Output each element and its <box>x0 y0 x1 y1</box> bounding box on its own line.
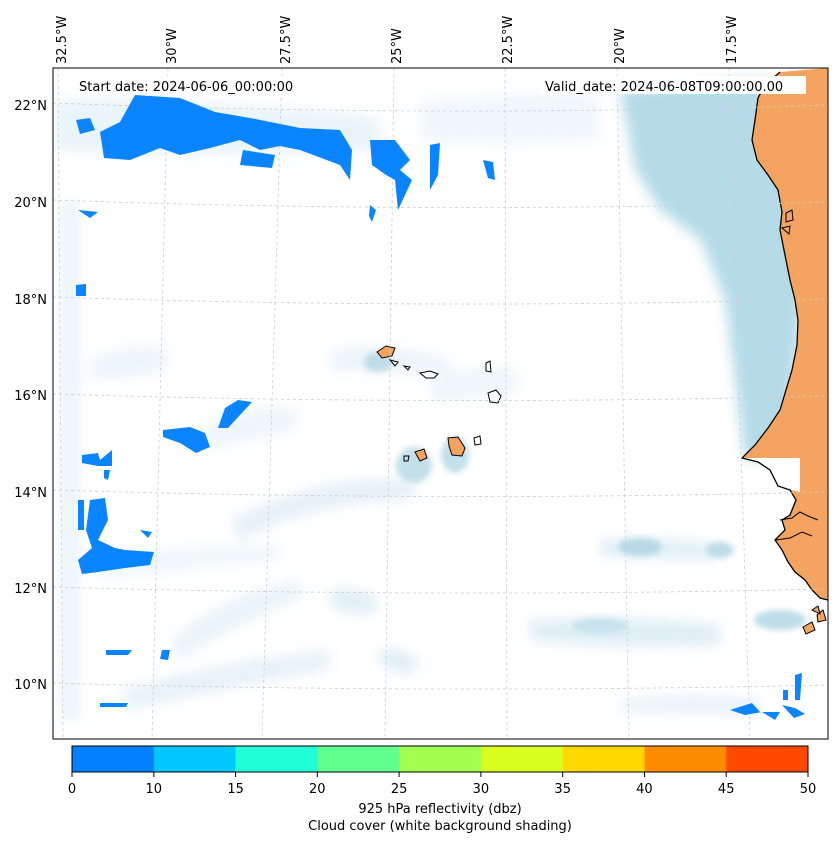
valid-date-label: Valid_date: 2024-06-08T09:00:00.00 <box>545 80 783 95</box>
land-mask-gap <box>742 458 800 492</box>
lat-label-16n: 16°N <box>14 389 47 404</box>
colorbar-segment <box>644 746 727 772</box>
lon-label-17-5w: 17.5°W <box>725 16 740 64</box>
colorbar-segment <box>562 746 645 772</box>
reflectivity-patches <box>76 95 805 720</box>
colorbar-tick-10: 10 <box>146 782 163 797</box>
colorbar-segment <box>72 746 155 772</box>
colorbar-segment <box>153 746 237 772</box>
coastline <box>740 71 828 601</box>
coastal-cloud-band <box>620 80 805 460</box>
lat-label-20n: 20°N <box>14 196 47 211</box>
lon-label-27-5w: 27.5°W <box>279 16 294 64</box>
lat-label-14n: 14°N <box>14 486 47 501</box>
colorbar-segment <box>726 746 809 772</box>
map-area <box>53 68 828 739</box>
africa-land <box>742 68 828 600</box>
lat-label-10n: 10°N <box>14 678 47 693</box>
map-frame <box>52 67 829 740</box>
colorbar-ticks: 0 10 15 20 25 30 35 40 45 50 <box>68 772 816 797</box>
graticule <box>53 68 828 739</box>
start-date-label: Start date: 2024-06-06_00:00:00 <box>79 80 293 95</box>
cape-verde-islands <box>376 345 502 462</box>
colorbar-title: 925 hPa reflectivity (dbz) <box>358 802 521 817</box>
senegal-river-coast <box>775 511 819 541</box>
longitude-labels: 32.5°W 30°W 27.5°W 25°W 22.5°W 20°W 17.5… <box>55 16 740 64</box>
lat-label-12n: 12°N <box>14 582 47 597</box>
lon-label-32-5w: 32.5°W <box>55 16 70 64</box>
colorbar-tick-15: 15 <box>227 782 244 797</box>
colorbar-tick-20: 20 <box>309 782 326 797</box>
colorbar-tick-45: 45 <box>718 782 735 797</box>
colorbar-tick-35: 35 <box>554 782 571 797</box>
colorbar-tick-0: 0 <box>68 782 76 797</box>
lon-label-25w: 25°W <box>390 28 405 64</box>
latitude-labels: 22°N 20°N 18°N 16°N 14°N 12°N 10°N <box>14 99 47 693</box>
colorbar: 0 10 15 20 25 30 35 40 45 50 925 hPa ref… <box>68 745 816 834</box>
colorbar-tick-40: 40 <box>636 782 653 797</box>
colorbar-tick-30: 30 <box>473 782 490 797</box>
small-coastal-islands <box>780 209 794 235</box>
lat-label-18n: 18°N <box>14 293 47 308</box>
colorbar-segments <box>72 746 809 772</box>
colorbar-frame <box>71 745 809 773</box>
colorbar-subtitle: Cloud cover (white background shading) <box>308 819 572 834</box>
lon-label-22-5w: 22.5°W <box>501 16 516 64</box>
start-date-box <box>73 76 313 94</box>
colorbar-segment <box>480 746 564 772</box>
lat-label-22n: 22°N <box>14 99 47 114</box>
lon-label-20w: 20°W <box>613 28 628 64</box>
colorbar-segment <box>317 746 400 772</box>
lon-label-30w: 30°W <box>165 28 180 64</box>
colorbar-segment <box>399 746 482 772</box>
bijagos-islands <box>802 605 827 635</box>
colorbar-segment <box>235 746 318 772</box>
colorbar-tick-25: 25 <box>391 782 408 797</box>
valid-date-box <box>540 76 806 94</box>
colorbar-tick-50: 50 <box>800 782 817 797</box>
